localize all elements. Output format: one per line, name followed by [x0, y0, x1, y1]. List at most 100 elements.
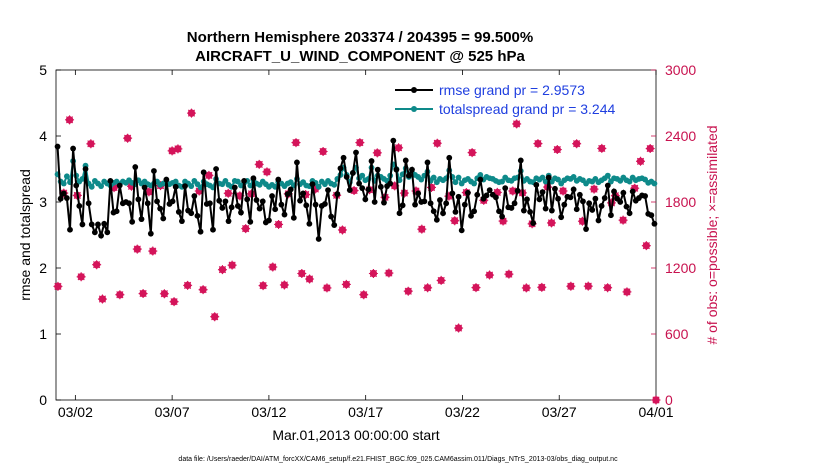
rmse-point [443, 200, 450, 207]
obs-assimilated-marker [444, 191, 454, 201]
right-y-tick-label: 3000 [665, 62, 696, 78]
rmse-point [433, 216, 440, 223]
rmse-point [98, 232, 104, 239]
rmse-point [415, 190, 422, 197]
obs-assimilated-marker [546, 218, 556, 228]
rmse-point [353, 149, 359, 156]
rmse-point [213, 166, 220, 172]
obs-assimilated-marker [603, 283, 613, 293]
rmse-point [147, 230, 154, 237]
rmse-point [421, 198, 428, 205]
rmse-point [601, 195, 608, 201]
rmse-point [266, 217, 272, 224]
obs-assimilated-marker [630, 183, 640, 193]
totalspread-point [539, 174, 546, 181]
obs-assimilated-marker [258, 281, 268, 291]
rmse-point [604, 182, 611, 189]
rmse-point [284, 191, 291, 197]
rmse-point [70, 145, 76, 152]
x-tick-label: 03/02 [58, 404, 93, 420]
rmse-point [371, 199, 378, 205]
rmse-point [595, 217, 602, 224]
rmse-point [471, 208, 478, 215]
obs-assimilated-marker [583, 281, 593, 291]
legend-spread-label: totalspread grand pr = 3.244 [439, 101, 616, 117]
totalspread-point [418, 176, 425, 183]
obs-assimilated-marker [432, 138, 442, 148]
rmse-point [141, 184, 148, 191]
obs-assimilated-marker [508, 186, 518, 196]
totalspread-point [315, 183, 322, 190]
rmse-point [536, 196, 543, 203]
plot-area [55, 69, 657, 401]
rmse-point [409, 166, 415, 173]
totalspread-point [626, 178, 633, 185]
obs-assimilated-marker [651, 395, 661, 405]
obs-assimilated-marker [92, 260, 102, 270]
left-y-tick-label: 1 [39, 326, 47, 342]
totalspread-point [604, 172, 611, 179]
obs-assimilated-marker [241, 224, 251, 234]
rmse-point [592, 195, 599, 202]
legend-rmse-marker [411, 87, 417, 93]
obs-assimilated-marker [641, 241, 651, 251]
rmse-point [477, 176, 484, 183]
rmse-point [405, 172, 412, 179]
obs-assimilated-marker [167, 146, 177, 156]
rmse-point [322, 201, 328, 207]
rmse-point [349, 170, 356, 176]
rmse-point [424, 159, 431, 166]
rmse-point [552, 185, 558, 192]
obs-assimilated-marker [144, 187, 154, 197]
obs-assimilated-marker [426, 182, 436, 192]
rmse-point [54, 143, 61, 150]
obs-assimilated-marker [384, 268, 394, 278]
obs-assimilated-marker [622, 287, 632, 297]
obs-assimilated-marker [297, 269, 307, 278]
rmse-point [325, 187, 331, 194]
rmse-point [241, 177, 247, 184]
rmse-point [135, 196, 142, 203]
totalspread-point [452, 179, 459, 186]
rmse-point [381, 199, 387, 206]
rmse-point [626, 210, 633, 217]
rmse-point [542, 205, 549, 212]
rmse-point [73, 182, 80, 189]
totalspread-point [60, 180, 67, 187]
obs-assimilated-marker [492, 187, 502, 197]
rmse-point [427, 200, 434, 207]
rmse-point [502, 185, 509, 192]
rmse-point [116, 182, 123, 189]
rmse-point [399, 202, 406, 209]
rmse-point [583, 226, 589, 232]
obs-assimilated-marker [318, 147, 328, 157]
obs-assimilated-marker [533, 139, 543, 149]
obs-assimilated-marker [138, 289, 148, 299]
rmse-point [533, 181, 540, 188]
rmse-point [377, 183, 384, 190]
rmse-point [461, 201, 468, 208]
rmse-point [194, 212, 201, 219]
obs-assimilated-marker [337, 225, 347, 235]
x-axis-label: Mar.01,2013 00:00:00 start [272, 427, 439, 443]
obs-assimilated-marker [204, 170, 214, 180]
rmse-point [356, 180, 363, 187]
rmse-point [629, 188, 636, 195]
obs-assimilated-marker [169, 297, 179, 307]
obs-assimilated-marker [268, 262, 278, 272]
obs-assimilated-marker [123, 133, 133, 143]
rmse-point [387, 180, 394, 187]
totalspread-point [471, 180, 478, 187]
rmse-point [132, 164, 139, 170]
rmse-point [219, 205, 226, 211]
rmse-point [570, 186, 577, 193]
obs-assimilated-marker [558, 186, 568, 196]
rmse-point [589, 207, 596, 213]
rmse-point [359, 185, 366, 192]
rmse-point [238, 209, 244, 216]
rmse-point [548, 207, 555, 214]
rmse-point [520, 207, 527, 214]
obs-assimilated-marker [355, 138, 365, 148]
rmse-point [617, 199, 624, 205]
rmse-point [486, 187, 493, 194]
